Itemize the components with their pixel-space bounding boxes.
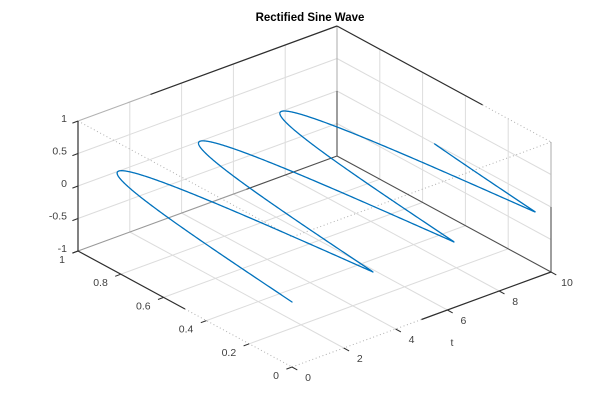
grid-lines — [77, 45, 552, 349]
tick-marks — [72, 120, 557, 371]
x-axis-tick-labels: 0 2 4 6 8 10 — [305, 277, 573, 384]
tick-label: -1 — [58, 243, 67, 255]
tick-label: 1 — [61, 113, 67, 125]
tick-label: 1 — [59, 254, 65, 266]
tick-label: 0.4 — [179, 324, 194, 336]
tick-label: 0 — [273, 370, 279, 382]
data-curve — [116, 110, 536, 303]
tick-label: 0.8 — [93, 277, 108, 289]
series-line-rectified-sine — [116, 110, 536, 303]
y-axis-tick-labels: 0 0.2 0.4 0.6 0.8 1 — [59, 254, 279, 382]
tick-label: -0.5 — [49, 211, 67, 223]
tick-label: 8 — [512, 296, 518, 308]
tick-label: 10 — [561, 277, 573, 289]
tick-label: 0.5 — [52, 146, 67, 158]
tick-label: 2 — [357, 353, 363, 365]
axes-box-edges — [77, 25, 552, 368]
z-axis-tick-labels: -1 -0.5 0 0.5 1 — [49, 113, 67, 255]
tick-label: 0.2 — [222, 347, 237, 359]
chart-title: Rectified Sine Wave — [256, 12, 365, 24]
tick-label: 0.6 — [136, 300, 151, 312]
tick-label: 4 — [409, 334, 415, 346]
tick-label: 0 — [61, 178, 67, 190]
tick-label: 0 — [305, 372, 311, 384]
tick-label: 6 — [460, 315, 466, 327]
x-axis-label: t — [451, 337, 454, 349]
